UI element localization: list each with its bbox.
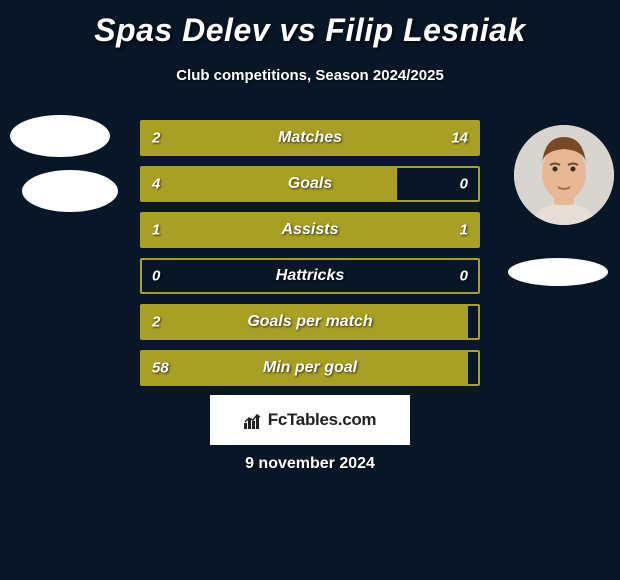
- stat-row: 2 14 Matches: [140, 120, 480, 156]
- logo-text: FcTables.com: [244, 410, 377, 430]
- stat-row: 2 Goals per match: [140, 304, 480, 340]
- stat-value-left: 0: [152, 268, 160, 285]
- stat-row: 1 1 Assists: [140, 212, 480, 248]
- stat-value-right: 1: [460, 222, 468, 239]
- logo-label: FcTables.com: [268, 410, 377, 429]
- stat-row: 0 0 Hattricks: [140, 258, 480, 294]
- stat-row: 4 0 Goals: [140, 166, 480, 202]
- player-right-badge-placeholder: [508, 258, 608, 286]
- player-left-badge-placeholder: [22, 170, 118, 212]
- bar-left-fill: [142, 168, 397, 200]
- stat-label: Min per goal: [263, 359, 357, 377]
- stat-value-left: 2: [152, 130, 160, 147]
- stat-label: Hattricks: [276, 267, 344, 285]
- stat-label: Matches: [278, 129, 342, 147]
- stat-value-left: 1: [152, 222, 160, 239]
- stat-value-right: 14: [451, 130, 468, 147]
- subtitle: Club competitions, Season 2024/2025: [0, 67, 620, 84]
- stat-label: Goals: [288, 175, 332, 193]
- stat-value-left: 4: [152, 176, 160, 193]
- stat-label: Assists: [282, 221, 339, 239]
- stat-row: 58 Min per goal: [140, 350, 480, 386]
- stat-value-left: 2: [152, 314, 160, 331]
- date-label: 9 november 2024: [245, 455, 375, 473]
- player-left-avatar-placeholder: [10, 115, 110, 157]
- stat-label: Goals per match: [247, 313, 372, 331]
- stat-value-right: 0: [460, 268, 468, 285]
- stat-value-right: 0: [460, 176, 468, 193]
- page-title: Spas Delev vs Filip Lesniak: [0, 0, 620, 49]
- stat-value-left: 58: [152, 360, 169, 377]
- fctables-logo: FcTables.com: [210, 395, 410, 445]
- player-right-avatar: [514, 125, 614, 225]
- comparison-chart: 2 14 Matches 4 0 Goals 1 1 Assists 0 0 Hattricks 2 Go…: [140, 120, 480, 396]
